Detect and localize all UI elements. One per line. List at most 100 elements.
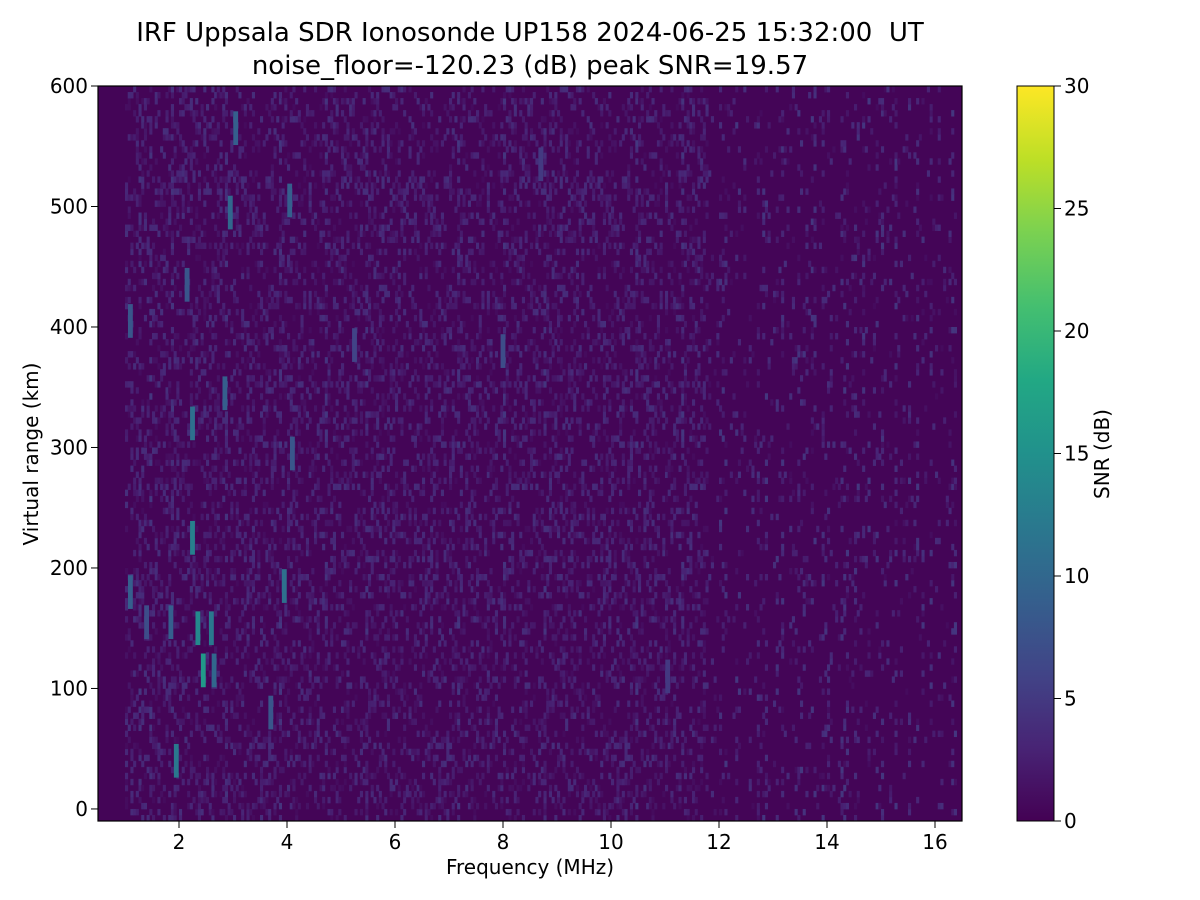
heatmap-cell <box>143 146 147 153</box>
heatmap-cell <box>254 489 258 497</box>
heatmap-cell <box>389 92 393 99</box>
heatmap-cell <box>222 254 226 262</box>
heatmap-cell <box>494 134 498 141</box>
heatmap-cell <box>470 598 474 605</box>
heatmap-cell <box>413 652 417 659</box>
heatmap-cell <box>481 158 485 165</box>
heatmap-cell <box>365 290 369 298</box>
heatmap-cell <box>289 236 293 244</box>
heatmap-cell <box>351 778 355 786</box>
heatmap-cell <box>170 507 174 515</box>
heatmap-cell <box>206 652 210 659</box>
heatmap-cell <box>451 561 455 569</box>
heatmap-cell <box>273 248 277 256</box>
heatmap-cell <box>195 206 199 213</box>
heatmap-cell <box>160 676 164 683</box>
heatmap-cell <box>486 676 490 683</box>
heatmap-cell <box>424 634 428 641</box>
heatmap-cell <box>295 302 299 310</box>
heatmap-cell <box>316 296 320 304</box>
heatmap-cell <box>289 405 293 412</box>
heatmap-cell <box>303 230 307 238</box>
heatmap-cell <box>257 730 261 738</box>
heatmap-cell <box>200 573 204 581</box>
heatmap-cell <box>365 140 369 147</box>
heatmap-cell <box>459 525 463 533</box>
heatmap-cell <box>224 555 228 563</box>
heatmap-cell <box>230 573 234 581</box>
heatmap-cell <box>251 230 255 238</box>
heatmap-cell <box>478 447 482 454</box>
heatmap-cell <box>330 140 334 147</box>
heatmap-cell <box>314 790 318 798</box>
heatmap-cell <box>197 308 201 316</box>
heatmap-cell <box>341 549 345 557</box>
heatmap-cell <box>181 170 185 177</box>
heatmap-cell <box>295 278 299 286</box>
heatmap-cell <box>467 754 471 762</box>
heatmap-cell <box>243 760 247 768</box>
heatmap-cell <box>265 266 269 274</box>
heatmap-cell <box>378 110 382 117</box>
heatmap-cell <box>176 622 180 629</box>
heatmap-cell <box>238 369 242 376</box>
heatmap-cell <box>265 182 269 189</box>
heatmap-cell <box>130 351 134 358</box>
heatmap-cell <box>141 573 145 581</box>
heatmap-cell <box>230 555 234 563</box>
heatmap-cell <box>341 98 345 105</box>
heatmap-cell <box>179 86 183 93</box>
heatmap-cell <box>459 98 463 105</box>
heatmap-cell <box>197 784 201 792</box>
heatmap-cell <box>457 188 461 195</box>
heatmap-cell <box>214 284 218 292</box>
heatmap-cell <box>181 200 185 207</box>
heatmap-cell <box>203 128 207 135</box>
heatmap-cell <box>430 549 434 557</box>
heatmap-cell <box>254 754 258 762</box>
heatmap-cell <box>192 176 196 183</box>
heatmap-cell <box>384 248 388 256</box>
heatmap-cell <box>195 573 199 581</box>
heatmap-cell <box>206 664 210 671</box>
heatmap-cell <box>473 194 477 201</box>
heatmap-cell <box>389 272 393 280</box>
heatmap-cell <box>343 308 347 316</box>
heatmap-cell <box>378 284 382 292</box>
heatmap-cell <box>224 724 228 732</box>
heatmap-cell <box>135 471 139 478</box>
heatmap-cell <box>179 808 183 816</box>
heatmap-cell <box>422 320 426 328</box>
heatmap-cell <box>362 188 366 195</box>
heatmap-cell <box>411 573 415 581</box>
heatmap-cell <box>138 549 142 557</box>
heatmap-cell <box>197 254 201 262</box>
heatmap-cell <box>297 381 301 388</box>
heatmap-cell <box>443 182 447 189</box>
heatmap-cell <box>370 531 374 539</box>
heatmap-cell <box>395 98 399 105</box>
heatmap-cell <box>287 254 291 262</box>
heatmap-cell <box>197 772 201 780</box>
heatmap-cell <box>389 230 393 238</box>
heatmap-cell <box>149 772 153 780</box>
heatmap-cell <box>343 483 347 491</box>
heatmap-cell <box>365 555 369 563</box>
heatmap-cell <box>416 784 420 792</box>
heatmap-cell <box>292 640 296 647</box>
heatmap-cell <box>311 140 315 147</box>
heatmap-cell <box>338 260 342 268</box>
heatmap-cell <box>195 676 199 683</box>
heatmap-cell <box>332 278 336 286</box>
heatmap-cell <box>257 260 261 268</box>
heatmap-cell <box>254 441 258 448</box>
heatmap-cell <box>149 580 153 587</box>
heatmap-cell <box>392 555 396 563</box>
heatmap-cell <box>135 604 139 611</box>
heatmap-cell <box>278 326 282 334</box>
heatmap-cell <box>443 604 447 611</box>
heatmap-cell <box>449 483 453 491</box>
heatmap-cell <box>281 212 285 219</box>
heatmap-cell <box>243 712 247 719</box>
heatmap-cell <box>494 531 498 539</box>
